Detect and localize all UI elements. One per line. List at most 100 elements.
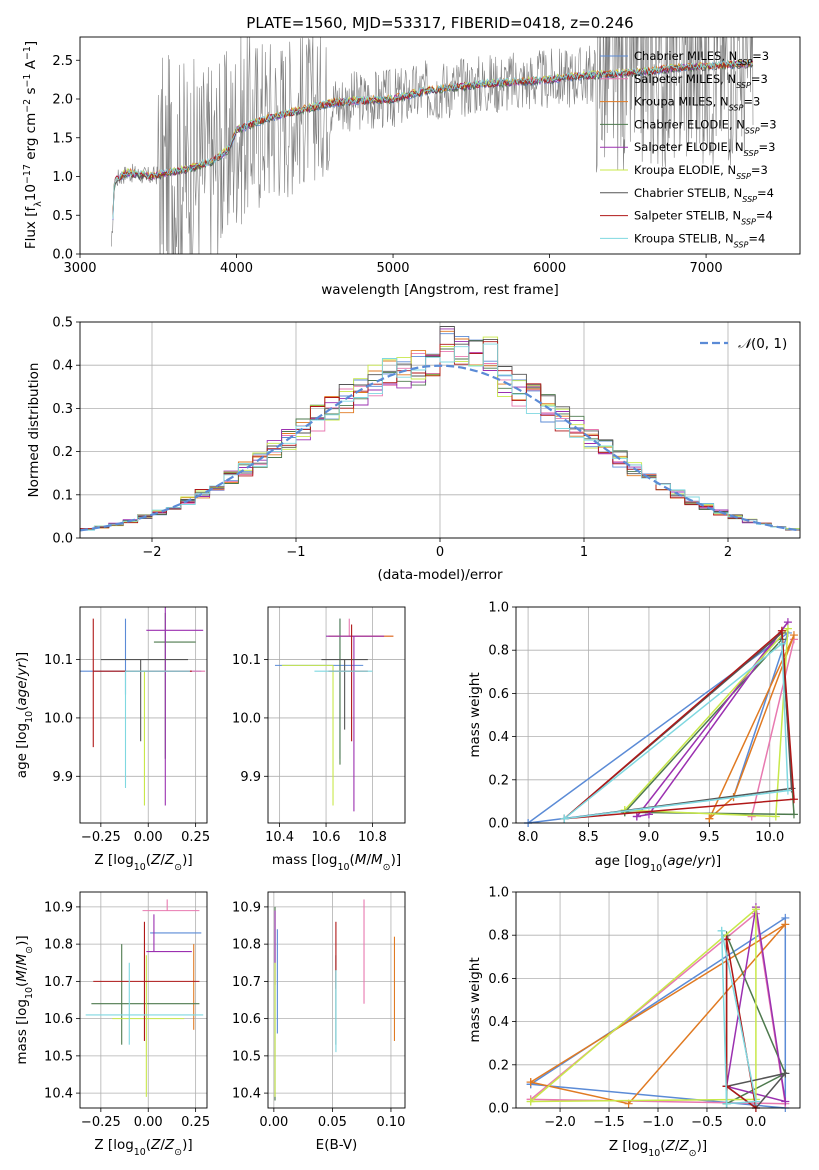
x-tick-label: 0.00 [259, 1115, 288, 1130]
observed-spectrum-line [111, 37, 754, 254]
weight-series-line [530, 916, 787, 1108]
model-spectrum-line [112, 60, 753, 215]
y-axis-label: Flux [fλ10−17 erg cm−2 s−1 A−1] [22, 41, 44, 249]
x-tick-label: 0.25 [181, 830, 210, 845]
y-tick-label: 1.5 [52, 131, 73, 146]
x-tick-label: −0.25 [81, 830, 121, 845]
x-tick-label: 0.25 [181, 1115, 210, 1130]
x-tick-label: −1.5 [593, 1115, 625, 1130]
weight-point-marker [789, 810, 798, 819]
y-axis-label: mass weight [467, 672, 483, 757]
weight-vs-age-panel: 8.0 8.5 9.0 9.5 10.0 0.0 0.2 0.4 0.6 0.8 1.0 age [l… [467, 601, 801, 874]
y-tick-label: 9.9 [240, 770, 261, 785]
x-tick-label: −1.0 [642, 1115, 674, 1130]
y-axis-label: mass [log10(M/M⊙)] [14, 935, 35, 1064]
y-tick-label: 0.6 [488, 687, 509, 702]
weight-point-marker [722, 1099, 731, 1108]
mass-vs-metallicity-panel: −0.25 0.00 0.25 10.4 10.5 10.6 10.7 10.8 10.9 Z [… [14, 891, 210, 1158]
y-tick-label: 2.0 [52, 93, 73, 108]
y-tick-label: 10.5 [44, 1049, 73, 1064]
y-tick-label: 0.8 [488, 929, 509, 944]
y-tick-label: 0.0 [488, 817, 509, 832]
y-tick-label: 10.1 [232, 653, 261, 668]
x-tick-label: −2.0 [544, 1115, 576, 1130]
x-axis-label: mass [log10(M/M⊙)] [272, 852, 401, 873]
y-tick-label: 0.8 [488, 644, 509, 659]
y-tick-label: 10.5 [232, 1049, 261, 1064]
weight-series-line [624, 626, 789, 818]
x-tick-label: 1 [580, 545, 588, 560]
figure-title: PLATE=1560, MJD=53317, FIBERID=0418, z=0… [246, 14, 633, 32]
x-axis-label: (data-model)/error [377, 567, 503, 583]
age-vs-mass-panel: 10.4 10.6 10.8 9.9 10.0 10.1 mass [log10(M/M⊙)… [232, 606, 406, 873]
x-tick-label: 2 [724, 545, 732, 560]
y-axis-label: Normed distribution [26, 363, 42, 498]
y-tick-label: 0.4 [488, 1015, 509, 1030]
y-tick-label: 10.8 [44, 938, 73, 953]
x-axis-label: age [log10(age/yr)] [595, 853, 721, 874]
y-tick-label: 1.0 [52, 170, 73, 185]
weight-point-marker [783, 786, 792, 795]
y-tick-label: 10.0 [232, 711, 261, 726]
y-tick-label: 0.2 [488, 773, 509, 788]
y-tick-label: 10.6 [232, 1012, 261, 1027]
y-tick-label: 0.2 [52, 445, 73, 460]
x-tick-label: 6000 [533, 261, 566, 276]
spectrum-panel: 3000 4000 5000 6000 7000 0.0 0.5 1.0 1.5 2.0 2.5 wa… [22, 36, 801, 298]
axes-frame [79, 36, 801, 255]
model-spectrum-line [112, 58, 753, 220]
residual-histogram-panel: −2 −1 0 1 2 0.0 0.1 0.2 0.3 0.4 0.5 𝒩(0, 1) (data-mo… [26, 316, 801, 583]
y-axis-label: mass weight [467, 957, 483, 1042]
y-tick-label: 0.4 [52, 359, 73, 374]
weight-series-line [563, 631, 793, 820]
weight-point-marker [751, 1097, 760, 1106]
y-tick-label: 10.7 [232, 975, 261, 990]
x-tick-label: 8.5 [578, 830, 599, 845]
y-tick-label: 10.1 [44, 653, 73, 668]
legend-entry: Salpeter MILES, NSSP=3 [634, 72, 768, 90]
x-tick-label: −1 [286, 545, 305, 560]
x-tick-label: 0.10 [376, 1115, 405, 1130]
x-tick-label: 3000 [63, 261, 96, 276]
x-tick-label: 5000 [376, 261, 409, 276]
x-tick-label: 10.4 [265, 830, 294, 845]
x-tick-label: 0.05 [318, 1115, 347, 1130]
x-tick-label: −0.5 [691, 1115, 723, 1130]
weight-point-marker [560, 814, 569, 823]
y-tick-label: 10.4 [232, 1087, 261, 1102]
weight-point-marker [781, 1069, 790, 1078]
weight-point-marker [789, 795, 798, 804]
axes-frame [79, 321, 801, 539]
y-tick-label: 10.8 [232, 938, 261, 953]
weight-series-line [563, 629, 795, 820]
mass-vs-ebv-panel: 0.00 0.05 0.10 10.4 10.5 10.6 10.7 10.8 10.9 E(B-… [232, 891, 406, 1153]
x-tick-label: 9.5 [699, 830, 720, 845]
x-tick-label: 10.0 [755, 830, 784, 845]
x-tick-label: 0.00 [134, 830, 163, 845]
y-tick-label: 0.4 [488, 730, 509, 745]
x-tick-label: 4000 [220, 261, 253, 276]
x-tick-label: 10.6 [312, 830, 341, 845]
y-tick-label: 0.0 [488, 1102, 509, 1117]
weight-point-marker [781, 1097, 790, 1106]
residual-histogram-step [80, 343, 800, 531]
weight-vs-metallicity-panel: −2.0 −1.5 −1.0 −0.5 0.0 0.0 0.2 0.4 0.6 0.8 1.0 Z [… [467, 886, 801, 1159]
weight-series-line [530, 923, 786, 1105]
weight-series-line [725, 939, 757, 1108]
x-tick-label: 10.8 [358, 830, 387, 845]
y-tick-label: 0.3 [52, 402, 73, 417]
weight-point-marker [771, 812, 780, 821]
x-tick-label: 7000 [690, 261, 723, 276]
weight-series-line [530, 907, 757, 1103]
weight-point-marker [705, 814, 714, 823]
x-tick-label: 0 [436, 545, 444, 560]
legend-entry: Salpeter ELODIE, NSSP=3 [634, 140, 775, 158]
weight-point-marker [526, 1078, 535, 1087]
y-tick-label: 9.9 [52, 770, 73, 785]
legend-entry: Chabrier ELODIE, NSSP=3 [634, 117, 777, 135]
y-tick-label: 1.0 [488, 886, 509, 901]
x-tick-label: −2 [142, 545, 161, 560]
x-tick-label: −0.25 [81, 1115, 121, 1130]
axes-frame [267, 606, 406, 824]
weight-series-line [708, 634, 795, 820]
